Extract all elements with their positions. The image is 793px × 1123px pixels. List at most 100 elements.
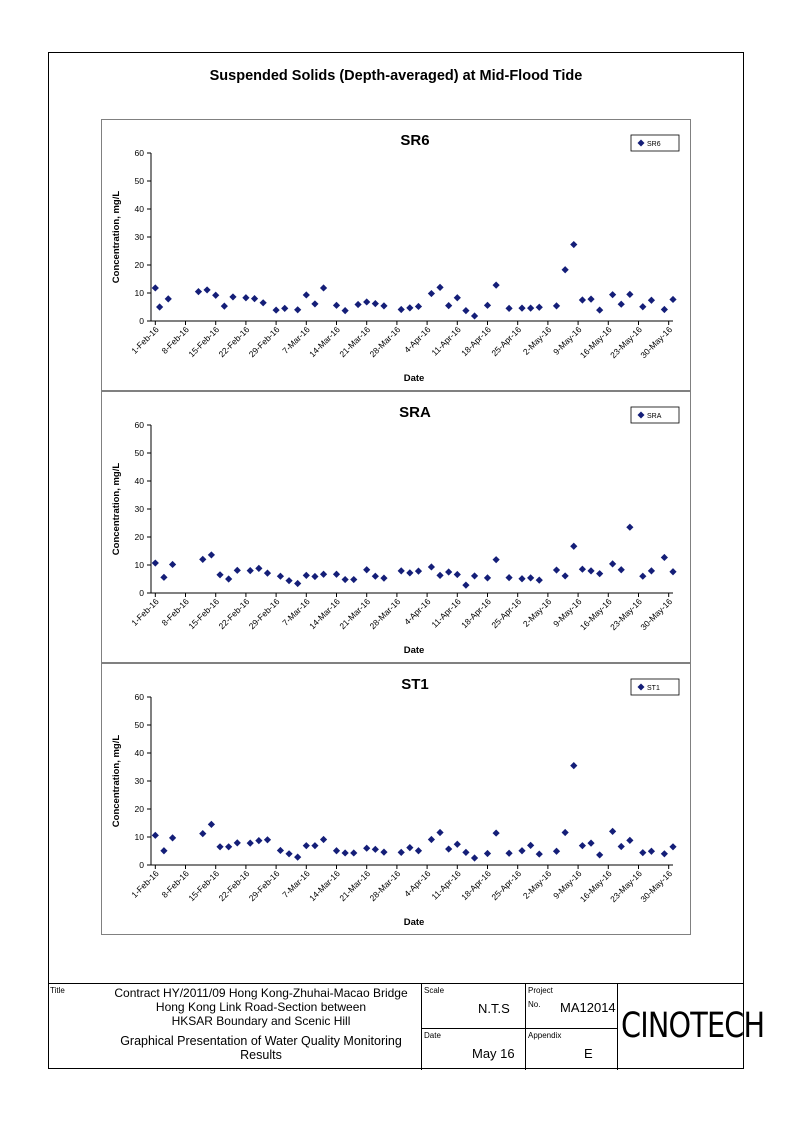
data-point <box>276 572 285 580</box>
scale-value: N.T.S <box>478 1001 510 1016</box>
data-point <box>518 847 526 855</box>
x-tick-label: 4-Apr-16 <box>402 324 433 355</box>
data-point <box>445 845 453 853</box>
data-point <box>626 523 634 531</box>
data-point <box>414 302 423 311</box>
x-tick-label: 2-May-16 <box>521 324 554 357</box>
data-point <box>669 295 677 304</box>
y-axis-label: Concentration, mg/L <box>111 463 122 556</box>
data-point <box>561 828 569 837</box>
y-tick-label: 50 <box>135 720 145 730</box>
x-tick-label: 14-Mar-16 <box>307 596 342 631</box>
date-label: Date <box>424 1031 441 1040</box>
data-point <box>660 850 668 858</box>
x-tick-label: 18-Apr-16 <box>459 868 493 902</box>
divider-logo <box>617 984 618 1070</box>
data-point <box>151 831 159 839</box>
x-tick-label: 15-Feb-16 <box>186 868 221 903</box>
data-point <box>285 577 293 585</box>
data-point <box>406 844 414 852</box>
data-point <box>294 853 302 861</box>
data-point <box>626 836 634 844</box>
data-point <box>427 289 436 298</box>
data-point <box>371 572 379 580</box>
data-point <box>246 567 254 575</box>
x-axis-label: Date <box>404 373 425 384</box>
title-block: Title Contract HY/2011/09 Hong Kong-Zhuh… <box>48 983 765 1070</box>
y-tick-label: 0 <box>139 588 144 598</box>
data-point <box>669 568 677 576</box>
data-point <box>505 304 513 312</box>
data-point <box>436 283 444 291</box>
contract-title-line2: Hong Kong Link Road-Section between <box>155 1000 367 1014</box>
data-point <box>164 295 172 303</box>
data-point <box>263 569 272 577</box>
data-point <box>216 843 224 851</box>
data-point <box>505 574 513 582</box>
data-point <box>311 842 319 850</box>
y-tick-label: 40 <box>135 204 145 214</box>
x-tick-label: 25-Apr-16 <box>489 324 523 358</box>
data-point <box>229 293 237 301</box>
contract-title-line1: Contract HY/2011/09 Hong Kong-Zhuhai-Mac… <box>114 986 408 1000</box>
data-point <box>194 288 203 296</box>
data-point <box>156 303 164 311</box>
data-point <box>341 307 349 315</box>
x-tick-label: 22-Feb-16 <box>217 596 252 631</box>
x-axis-label: Date <box>404 645 425 656</box>
data-point <box>242 294 250 302</box>
data-point <box>470 312 479 320</box>
project-label: Project <box>528 986 553 995</box>
legend-box <box>630 134 680 152</box>
y-axis-label: Concentration, mg/L <box>111 191 122 284</box>
x-tick-label: 15-Feb-16 <box>186 596 221 631</box>
x-tick-label: 22-Feb-16 <box>217 868 252 903</box>
y-tick-label: 30 <box>135 776 145 786</box>
data-point <box>578 565 587 573</box>
data-point <box>626 290 634 298</box>
x-tick-label: 30-May-16 <box>638 324 674 360</box>
x-tick-label: 4-Apr-16 <box>402 596 433 627</box>
x-tick-label: 11-Apr-16 <box>429 324 463 358</box>
data-point <box>527 574 535 582</box>
scale-label: Scale <box>424 986 445 995</box>
project-no-label: No. <box>528 1000 541 1009</box>
data-point <box>647 847 656 855</box>
data-point <box>199 830 207 838</box>
chart-panel-border <box>101 119 691 391</box>
data-point <box>483 574 492 582</box>
y-tick-label: 60 <box>135 692 145 702</box>
drawing-title-line1: Graphical Presentation of Water Quality … <box>120 1034 402 1048</box>
divider-row <box>421 1028 617 1029</box>
data-point <box>363 844 371 852</box>
data-point <box>639 572 647 580</box>
legend-label: ST1 <box>647 685 660 692</box>
divider-scale <box>421 984 422 1070</box>
data-point <box>319 570 328 578</box>
chart-title: SR6 <box>400 132 429 149</box>
data-point <box>470 572 479 580</box>
data-point <box>414 847 423 855</box>
data-point <box>578 842 587 850</box>
x-tick-label: 21-Mar-16 <box>337 868 372 903</box>
data-point <box>332 847 341 855</box>
data-point <box>587 567 595 575</box>
data-point <box>311 300 319 308</box>
data-point <box>255 564 263 572</box>
data-point <box>483 849 492 858</box>
data-point <box>406 569 414 577</box>
y-tick-label: 0 <box>139 860 144 870</box>
y-tick-label: 20 <box>135 804 145 814</box>
data-point <box>350 849 358 857</box>
data-point <box>151 284 159 292</box>
legend-label: SR6 <box>647 141 661 148</box>
data-point <box>535 303 543 311</box>
chart-title: ST1 <box>401 676 429 693</box>
legend-label: SRA <box>647 413 662 420</box>
y-tick-label: 60 <box>135 148 145 158</box>
x-tick-label: 11-Apr-16 <box>429 596 463 630</box>
data-point <box>462 307 470 315</box>
data-point <box>535 850 543 858</box>
data-point <box>225 843 233 851</box>
data-point <box>552 566 561 574</box>
